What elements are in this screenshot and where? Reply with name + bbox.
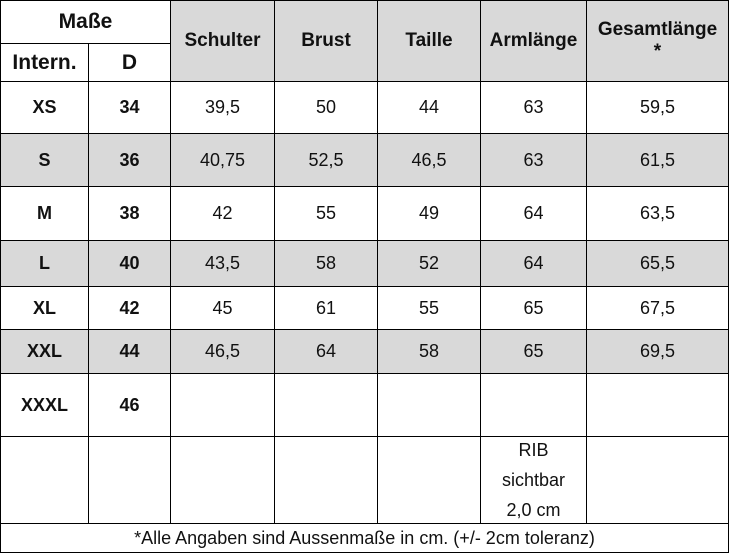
size-label: XXXL bbox=[1, 374, 89, 437]
column-header: Brust bbox=[275, 1, 378, 82]
value-cell: 52,5 bbox=[275, 134, 378, 187]
size-label: 40 bbox=[89, 241, 171, 287]
size-label: XS bbox=[1, 82, 89, 134]
column-header: Armlänge bbox=[481, 1, 587, 82]
value-cell: 55 bbox=[378, 287, 481, 330]
value-cell: 64 bbox=[481, 241, 587, 287]
value-cell: 44 bbox=[378, 82, 481, 134]
value-cell: 46,5 bbox=[378, 134, 481, 187]
size-label: 42 bbox=[89, 287, 171, 330]
value-cell: 65,5 bbox=[587, 241, 729, 287]
empty-cell bbox=[275, 437, 378, 524]
value-cell: 63,5 bbox=[587, 187, 729, 241]
value-cell: 45 bbox=[171, 287, 275, 330]
value-cell: 42 bbox=[171, 187, 275, 241]
size-label: M bbox=[1, 187, 89, 241]
value-cell: 52 bbox=[378, 241, 481, 287]
value-cell: 63 bbox=[481, 134, 587, 187]
footnote: *Alle Angaben sind Aussenmaße in cm. (+/… bbox=[1, 524, 729, 553]
value-cell: 64 bbox=[275, 330, 378, 374]
value-cell: 61,5 bbox=[587, 134, 729, 187]
value-cell: 46,5 bbox=[171, 330, 275, 374]
value-cell: 63 bbox=[481, 82, 587, 134]
value-cell: 58 bbox=[275, 241, 378, 287]
size-label: XL bbox=[1, 287, 89, 330]
column-header: Gesamtlänge * bbox=[587, 1, 729, 82]
note: RIB sichtbar 2,0 cm bbox=[481, 437, 587, 524]
empty-cell bbox=[171, 437, 275, 524]
value-cell: 43,5 bbox=[171, 241, 275, 287]
size-label: L bbox=[1, 241, 89, 287]
value-cell: 67,5 bbox=[587, 287, 729, 330]
header-sub: D bbox=[89, 44, 171, 82]
empty-cell bbox=[378, 437, 481, 524]
header-sub: Intern. bbox=[1, 44, 89, 82]
size-label: 34 bbox=[89, 82, 171, 134]
column-header: Schulter bbox=[171, 1, 275, 82]
size-label: XXL bbox=[1, 330, 89, 374]
value-cell bbox=[171, 374, 275, 437]
value-cell: 49 bbox=[378, 187, 481, 241]
size-label: 44 bbox=[89, 330, 171, 374]
size-label: 36 bbox=[89, 134, 171, 187]
value-cell bbox=[587, 374, 729, 437]
value-cell: 55 bbox=[275, 187, 378, 241]
column-header: Taille bbox=[378, 1, 481, 82]
size-label: 46 bbox=[89, 374, 171, 437]
value-cell: 40,75 bbox=[171, 134, 275, 187]
value-cell: 65 bbox=[481, 330, 587, 374]
value-cell: 65 bbox=[481, 287, 587, 330]
value-cell: 69,5 bbox=[587, 330, 729, 374]
value-cell bbox=[378, 374, 481, 437]
header-title: Maße bbox=[1, 1, 171, 44]
size-label: S bbox=[1, 134, 89, 187]
value-cell: 50 bbox=[275, 82, 378, 134]
value-cell: 64 bbox=[481, 187, 587, 241]
empty-cell bbox=[89, 437, 171, 524]
size-label: 38 bbox=[89, 187, 171, 241]
value-cell: 58 bbox=[378, 330, 481, 374]
value-cell: 39,5 bbox=[171, 82, 275, 134]
empty-cell bbox=[587, 437, 729, 524]
value-cell: 61 bbox=[275, 287, 378, 330]
empty-cell bbox=[1, 437, 89, 524]
value-cell bbox=[481, 374, 587, 437]
value-cell bbox=[275, 374, 378, 437]
value-cell: 59,5 bbox=[587, 82, 729, 134]
